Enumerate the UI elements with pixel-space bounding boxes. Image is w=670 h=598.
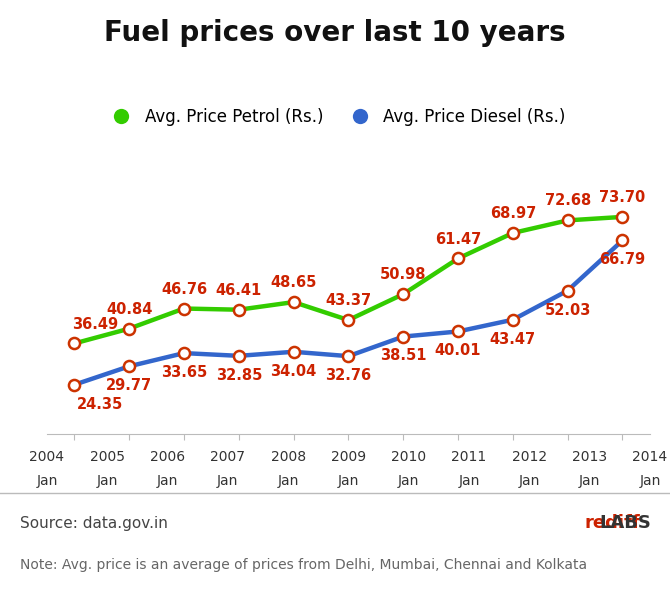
Text: 46.41: 46.41 [216,283,262,298]
Text: 2008: 2008 [271,450,306,464]
Text: Note: Avg. price is an average of prices from Delhi, Mumbai, Chennai and Kolkata: Note: Avg. price is an average of prices… [20,558,587,572]
Text: Jan: Jan [157,474,178,488]
Text: Jan: Jan [458,474,480,488]
Text: 33.65: 33.65 [161,365,207,380]
Text: LABS: LABS [600,514,651,532]
Text: 66.79: 66.79 [600,252,646,267]
Text: 24.35: 24.35 [77,396,123,411]
Text: 2014: 2014 [632,450,667,464]
Text: Jan: Jan [217,474,239,488]
Text: 36.49: 36.49 [72,316,118,331]
Text: 46.76: 46.76 [161,282,207,297]
Text: 32.85: 32.85 [216,368,262,383]
Text: Source: data.gov.in: Source: data.gov.in [20,515,168,531]
Text: 40.01: 40.01 [435,343,481,358]
Text: Jan: Jan [338,474,359,488]
Text: 2011: 2011 [452,450,486,464]
Text: 40.84: 40.84 [106,302,152,317]
Text: 68.97: 68.97 [490,206,536,221]
Text: 73.70: 73.70 [600,190,646,205]
Text: 2006: 2006 [150,450,185,464]
Text: 2007: 2007 [210,450,245,464]
Text: Jan: Jan [519,474,540,488]
Text: 2009: 2009 [331,450,366,464]
Text: 38.51: 38.51 [380,349,427,364]
Text: 2005: 2005 [90,450,125,464]
Text: Jan: Jan [277,474,299,488]
Text: 2010: 2010 [391,450,426,464]
Text: Jan: Jan [36,474,58,488]
Text: 29.77: 29.77 [106,378,152,393]
Text: 32.76: 32.76 [326,368,371,383]
Text: Jan: Jan [398,474,419,488]
Text: 43.37: 43.37 [326,293,371,308]
Text: Jan: Jan [639,474,661,488]
Text: 52.03: 52.03 [545,303,591,318]
Text: 2004: 2004 [29,450,64,464]
Text: 2013: 2013 [572,450,607,464]
Text: 34.04: 34.04 [271,364,317,379]
Text: 50.98: 50.98 [380,267,427,282]
Text: rediff: rediff [584,514,640,532]
Text: 43.47: 43.47 [490,332,536,347]
Text: 48.65: 48.65 [271,275,317,290]
Text: 61.47: 61.47 [435,231,481,246]
Text: 72.68: 72.68 [545,194,591,209]
Text: Jan: Jan [579,474,600,488]
Text: 2012: 2012 [512,450,547,464]
Text: Fuel prices over last 10 years: Fuel prices over last 10 years [105,19,565,47]
Text: Jan: Jan [96,474,118,488]
Legend: Avg. Price Petrol (Rs.), Avg. Price Diesel (Rs.): Avg. Price Petrol (Rs.), Avg. Price Dies… [98,101,572,132]
